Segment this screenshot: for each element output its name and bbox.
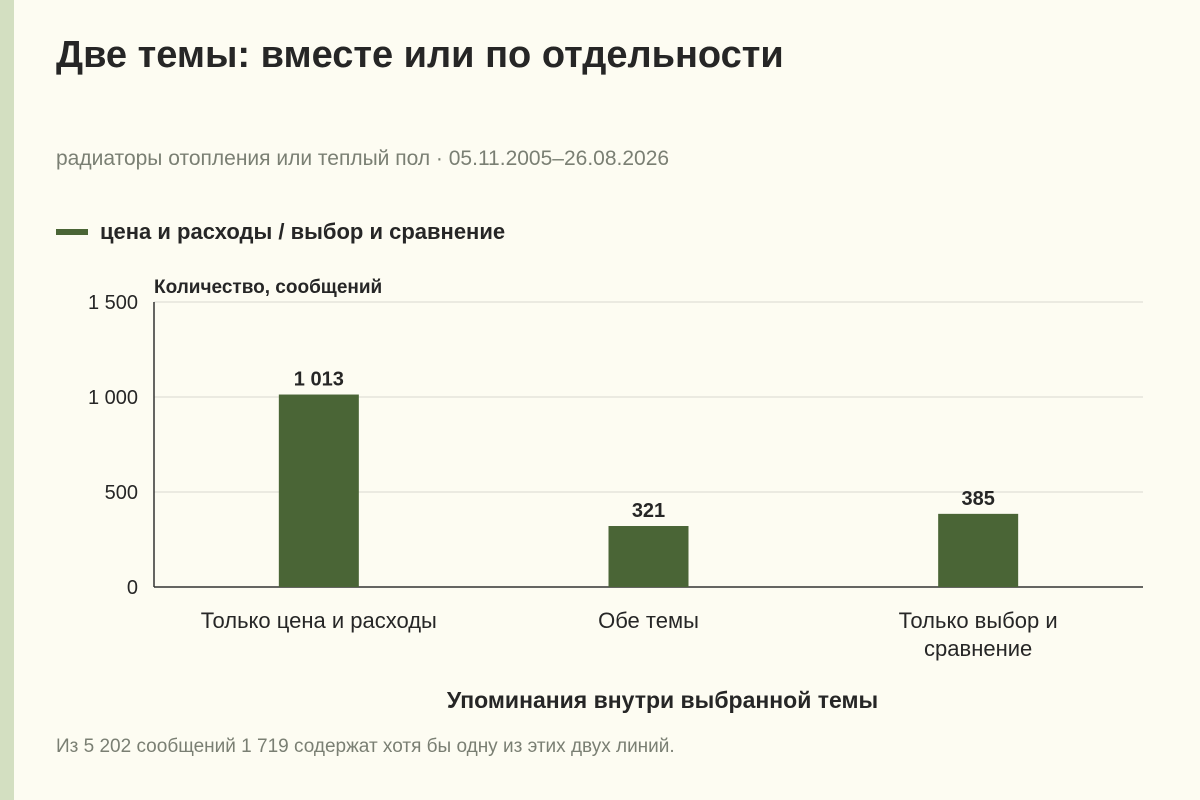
legend-swatch bbox=[56, 229, 88, 235]
data-label: 385 bbox=[961, 488, 994, 510]
x-tick-label: сравнение bbox=[924, 636, 1032, 661]
y-tick-label: 1 000 bbox=[88, 387, 138, 409]
bar bbox=[938, 513, 1019, 587]
x-axis-label: Упоминания внутри выбранной темы bbox=[447, 687, 878, 713]
y-tick-label: 0 bbox=[127, 577, 138, 599]
x-tick-label: Только цена и расходы bbox=[201, 608, 437, 633]
chart-title: Две темы: вместе или по отдельности bbox=[56, 34, 784, 76]
y-tick-label: 500 bbox=[105, 482, 138, 504]
bar bbox=[278, 394, 359, 587]
bar bbox=[608, 526, 689, 587]
data-label: 1 013 bbox=[294, 369, 344, 391]
y-tick-label: 1 500 bbox=[88, 292, 138, 314]
x-tick-label: Только выбор и bbox=[899, 608, 1058, 633]
chart-subtitle: радиаторы отопления или теплый пол · 05.… bbox=[56, 147, 670, 170]
x-tick-label: Обе темы bbox=[598, 608, 699, 633]
y-axis-label: Количество, сообщений bbox=[154, 277, 382, 298]
legend: цена и расходы / выбор и сравнение bbox=[56, 219, 505, 245]
bar-chart: 0 500 1 000 1 500 Количество, сообщений 1 013… bbox=[88, 277, 1143, 713]
legend-label: цена и расходы / выбор и сравнение bbox=[100, 219, 506, 244]
data-label: 321 bbox=[632, 500, 665, 522]
side-accent-strip bbox=[0, 0, 14, 800]
footnote: Из 5 202 сообщений 1 719 содержат хотя б… bbox=[56, 736, 675, 757]
